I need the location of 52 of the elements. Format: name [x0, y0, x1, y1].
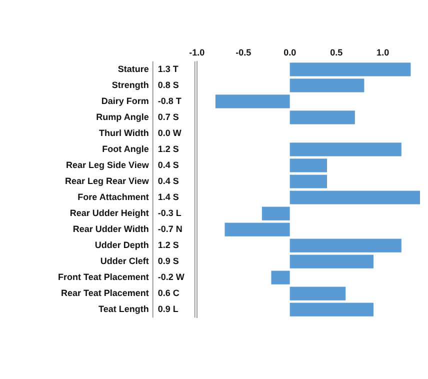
bar	[290, 142, 402, 156]
y-tick-label: Thurl Width	[98, 128, 149, 138]
data-label: 1.2 S	[158, 240, 179, 250]
data-label: 1.2 S	[158, 144, 179, 154]
bar	[290, 158, 328, 172]
bar	[262, 206, 290, 220]
bar	[290, 286, 346, 300]
x-tick-label: 0.0	[284, 47, 296, 58]
y-tick-label: Front Teat Placement	[58, 272, 149, 282]
y-tick-label: Foot Angle	[102, 144, 149, 154]
bar	[290, 174, 328, 188]
bar	[290, 110, 355, 124]
data-label: -0.7 N	[158, 224, 182, 234]
x-tick-label: 0.5	[330, 47, 343, 58]
x-tick-label: -0.5	[236, 47, 252, 58]
bar	[290, 254, 374, 268]
y-tick-label: Teat Length	[98, 304, 149, 314]
data-label: 0.4 S	[158, 176, 179, 186]
y-tick-label: Udder Cleft	[100, 256, 149, 266]
data-label: 0.8 S	[158, 80, 179, 90]
x-tick-label: 1.0	[376, 47, 390, 58]
data-label: -0.8 T	[158, 96, 182, 106]
bar	[224, 222, 290, 236]
data-label: -0.3 L	[158, 208, 182, 218]
bar	[215, 94, 290, 108]
data-label: 1.3 T	[158, 64, 179, 74]
y-tick-label: Strength	[112, 80, 149, 90]
bar	[290, 62, 411, 76]
x-tick-label: -1.0	[189, 47, 205, 58]
y-tick-label: Fore Attachment	[78, 192, 149, 202]
data-label: 1.4 S	[158, 192, 179, 202]
y-tick-label: Rear Udder Height	[70, 208, 149, 218]
data-label: 0.0 W	[158, 128, 182, 138]
data-label: 0.6 C	[158, 288, 180, 298]
y-tick-label: Dairy Form	[101, 96, 149, 106]
y-tick-label: Stature	[118, 64, 149, 74]
bar	[290, 238, 402, 252]
data-label: 0.9 S	[158, 256, 179, 266]
data-label: -0.2 W	[158, 272, 185, 282]
data-label: 0.9 L	[158, 304, 179, 314]
data-label: 0.7 S	[158, 112, 179, 122]
bar	[290, 78, 364, 92]
y-tick-label: Udder Depth	[94, 240, 149, 250]
bar	[271, 270, 290, 284]
y-tick-label: Rear Leg Rear View	[64, 176, 150, 186]
y-tick-label: Rump Angle	[96, 112, 149, 122]
bar	[290, 190, 420, 204]
y-tick-label: Rear Teat Placement	[60, 288, 149, 298]
y-tick-label: Rear Leg Side View	[66, 160, 150, 170]
data-label: 0.4 S	[158, 160, 179, 170]
bar	[290, 302, 374, 316]
y-tick-label: Rear Udder Width	[72, 224, 149, 234]
